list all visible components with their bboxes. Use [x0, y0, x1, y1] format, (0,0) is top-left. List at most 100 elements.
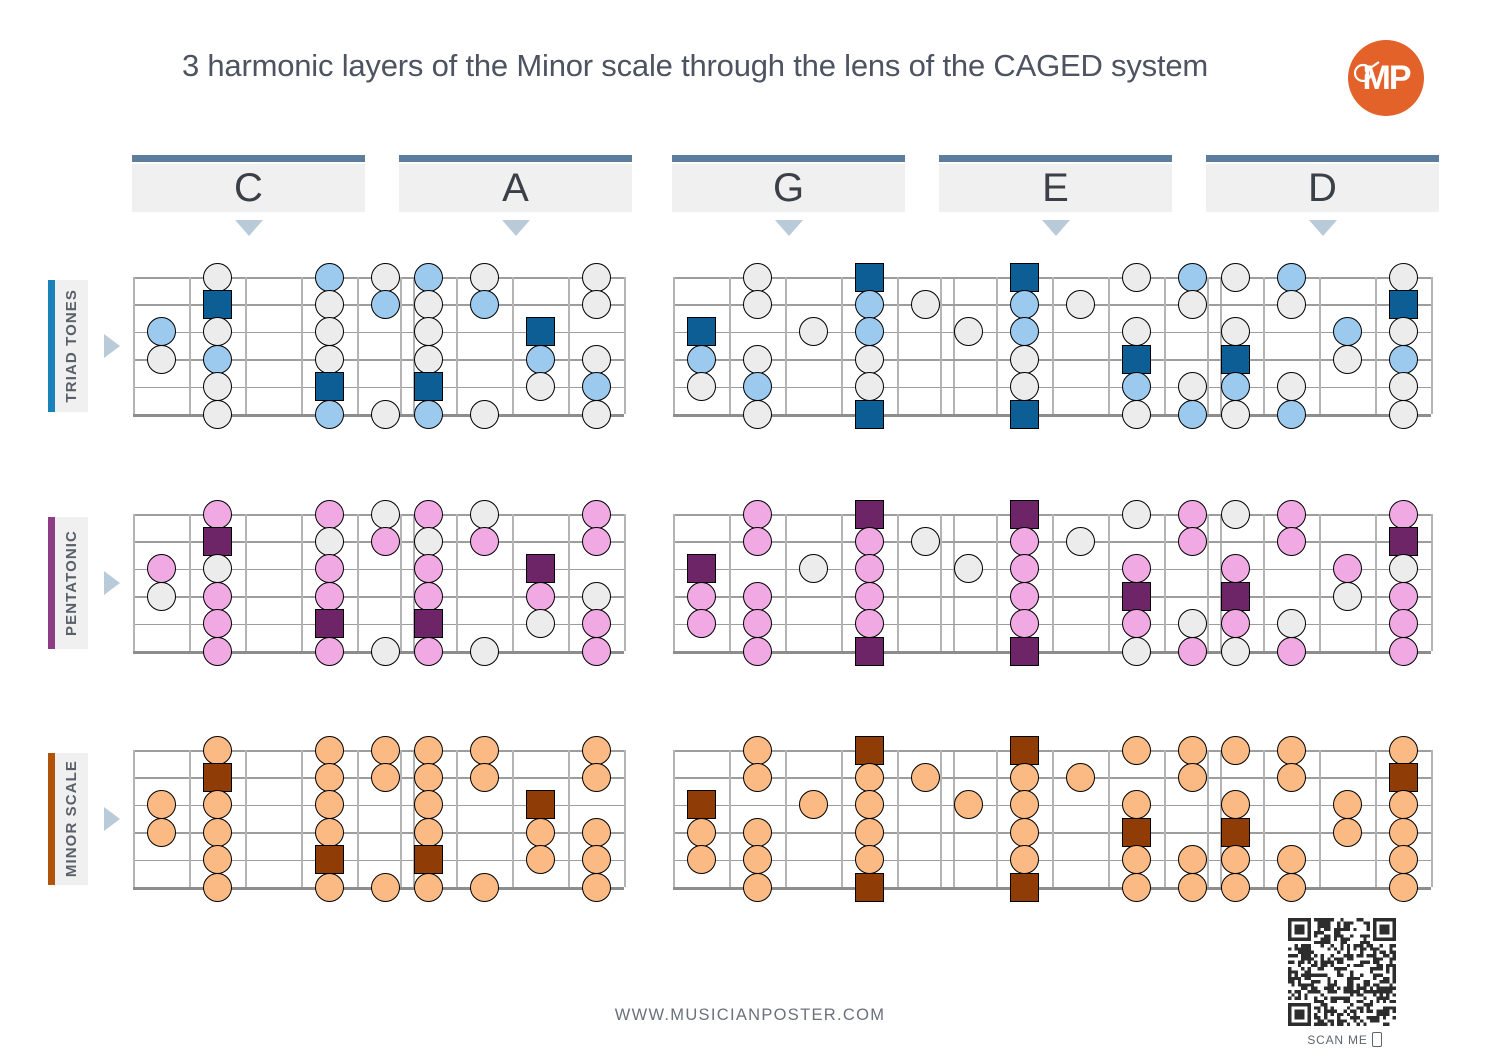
note-marker — [469, 526, 499, 556]
fret-line — [785, 750, 787, 887]
note-marker — [1332, 790, 1362, 820]
muted-note-marker — [370, 399, 400, 429]
root-marker — [413, 609, 443, 639]
string-line — [940, 651, 1220, 654]
column-accent-bar — [672, 155, 905, 162]
qr-block[interactable]: SCAN ME — [1288, 918, 1401, 1047]
note-marker — [1332, 317, 1362, 347]
column-header-a-shape: A — [399, 155, 632, 236]
chevron-down-icon — [774, 220, 803, 236]
muted-note-marker — [581, 399, 611, 429]
note-marker — [581, 372, 611, 402]
fret-line — [189, 277, 191, 414]
footer-website-url[interactable]: WWW.MUSICIANPOSTER.COM — [614, 1006, 886, 1024]
muted-note-marker — [1388, 554, 1418, 584]
phone-icon — [1371, 1032, 1382, 1047]
string-line — [940, 596, 1220, 598]
fretboard-minor-scale-d-shape — [1207, 735, 1433, 902]
fret-line — [1052, 277, 1054, 414]
root-marker — [686, 317, 716, 347]
fret-line — [357, 277, 359, 414]
muted-note-marker — [314, 526, 344, 556]
note-marker — [370, 762, 400, 792]
muted-note-marker — [1121, 499, 1151, 529]
root-marker — [1009, 262, 1039, 292]
fret-line — [996, 514, 998, 651]
root-marker — [1220, 344, 1250, 374]
fret-line — [841, 277, 843, 414]
note-marker — [314, 790, 344, 820]
column-accent-bar — [399, 155, 632, 162]
root-marker — [1121, 344, 1151, 374]
root-marker — [1121, 581, 1151, 611]
muted-note-marker — [413, 526, 443, 556]
muted-note-marker — [854, 372, 884, 402]
fret-line — [1375, 750, 1377, 887]
fret-line — [357, 750, 359, 887]
note-marker — [1276, 636, 1306, 666]
fret-line — [1108, 277, 1110, 414]
fret-line — [245, 277, 247, 414]
muted-note-marker — [413, 289, 443, 319]
note-marker — [525, 845, 555, 875]
root-marker — [686, 790, 716, 820]
muted-note-marker — [798, 317, 828, 347]
fret-line — [1108, 750, 1110, 887]
muted-note-marker — [686, 372, 716, 402]
row-label-text: PENTATONIC — [63, 529, 80, 636]
note-marker — [1388, 817, 1418, 847]
column-label-plate: E — [939, 164, 1172, 212]
root-marker — [1121, 817, 1151, 847]
qr-code[interactable] — [1288, 918, 1396, 1026]
note-marker — [314, 762, 344, 792]
note-marker — [1177, 845, 1207, 875]
fret-line — [413, 750, 415, 887]
muted-note-marker — [1121, 399, 1151, 429]
note-marker — [314, 872, 344, 902]
note-marker — [314, 817, 344, 847]
fret-line — [1207, 514, 1209, 651]
string-line — [1207, 651, 1431, 654]
string-line — [133, 331, 413, 334]
note-marker — [413, 554, 443, 584]
note-marker — [1276, 499, 1306, 529]
muted-note-marker — [1332, 581, 1362, 611]
muted-note-marker — [1220, 262, 1250, 292]
fret-line — [953, 277, 955, 414]
fret-line — [1052, 514, 1054, 651]
note-marker — [314, 262, 344, 292]
note-marker — [1121, 609, 1151, 639]
note-marker — [1177, 636, 1207, 666]
note-marker — [413, 499, 443, 529]
muted-note-marker — [202, 554, 232, 584]
note-marker — [1177, 762, 1207, 792]
root-marker — [854, 735, 884, 765]
string-line — [673, 414, 953, 417]
note-marker — [146, 317, 176, 347]
fret-line — [673, 750, 675, 887]
muted-note-marker — [742, 344, 772, 374]
muted-note-marker — [1388, 317, 1418, 347]
string-line — [673, 750, 953, 752]
note-marker — [581, 762, 611, 792]
note-marker — [1388, 735, 1418, 765]
fret-line — [673, 514, 675, 651]
muted-note-marker — [742, 262, 772, 292]
row-accent-bar — [48, 753, 55, 885]
fret-line — [301, 277, 303, 414]
muted-note-marker — [469, 399, 499, 429]
note-marker — [1177, 399, 1207, 429]
fretboard-pentatonic-c-shape — [133, 499, 415, 666]
muted-note-marker — [469, 262, 499, 292]
fret-line — [400, 514, 402, 651]
fretboard-triad-tones-d-shape — [1207, 262, 1433, 429]
note-marker — [1009, 554, 1039, 584]
note-marker — [1009, 762, 1039, 792]
note-marker — [1220, 845, 1250, 875]
muted-note-marker — [370, 262, 400, 292]
muted-note-marker — [1276, 609, 1306, 639]
note-marker — [1276, 735, 1306, 765]
note-marker — [742, 609, 772, 639]
fretboard-pentatonic-a-shape — [400, 499, 626, 666]
fret-line — [456, 514, 458, 651]
